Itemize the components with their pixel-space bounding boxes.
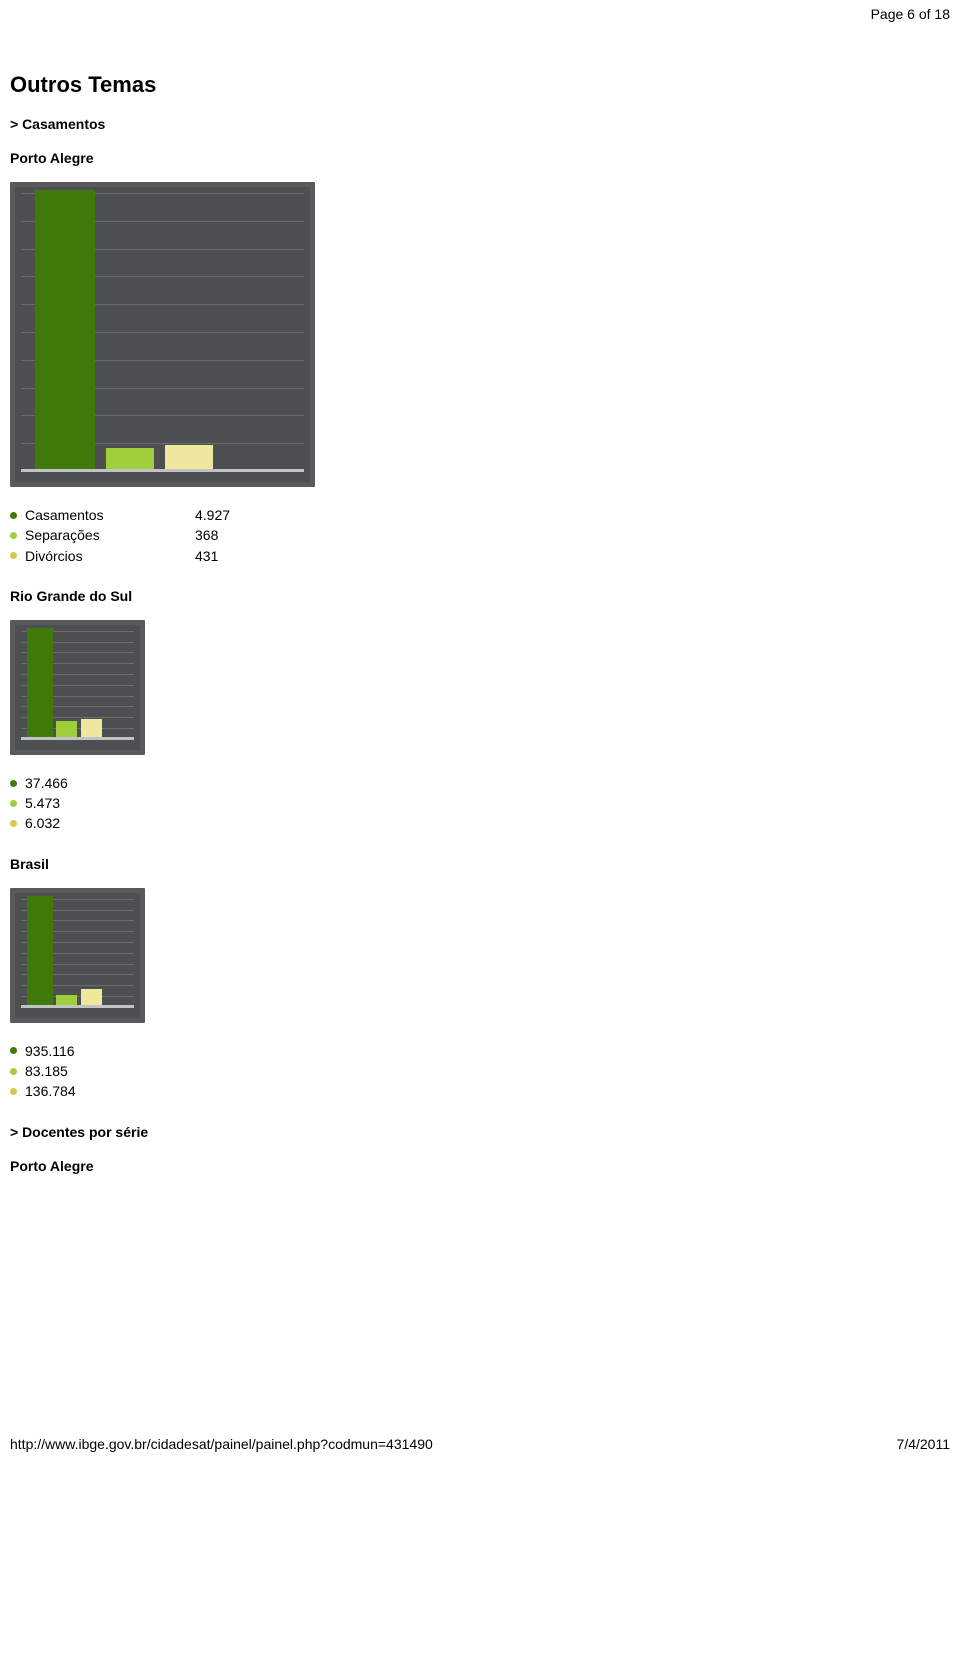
chart-bar <box>35 190 94 469</box>
legend-label: Casamentos <box>25 505 195 525</box>
chart-baseline <box>21 1005 134 1008</box>
legend-item: 37.466 <box>10 773 950 793</box>
chart-bar <box>165 445 213 469</box>
legend-item: 5.473 <box>10 793 950 813</box>
chart-bars <box>21 193 304 472</box>
legend-porto-alegre: Casamentos4.927Separações368Divórcios431 <box>10 505 950 566</box>
legend-bullet-icon <box>10 1068 17 1075</box>
legend-item: Divórcios431 <box>10 546 950 566</box>
chart-bar <box>27 896 53 1005</box>
chart-bar <box>81 989 102 1005</box>
legend-bullet-icon <box>10 512 17 519</box>
chart-baseline <box>21 469 304 472</box>
legend-bullet-icon <box>10 552 17 559</box>
page-indicator: Page 6 of 18 <box>0 0 960 22</box>
region-title-rio-grande: Rio Grande do Sul <box>10 588 950 604</box>
legend-label: Separações <box>25 525 195 545</box>
chart-bar <box>81 719 102 737</box>
page-content: Outros Temas > Casamentos Porto Alegre C… <box>0 22 960 1200</box>
chart-bar <box>106 448 154 469</box>
chart-rio-grande <box>10 620 145 755</box>
region-title-porto-alegre: Porto Alegre <box>10 150 950 166</box>
legend-value: 431 <box>195 546 218 566</box>
chart-bar <box>56 721 77 737</box>
legend-bullet-icon <box>10 780 17 787</box>
legend-item: 136.784 <box>10 1081 950 1101</box>
legend-label: Divórcios <box>25 546 195 566</box>
footer-date: 7/4/2011 <box>897 1436 950 1452</box>
chart-bars <box>21 899 134 1008</box>
legend-item: Separações368 <box>10 525 950 545</box>
chart-porto-alegre <box>10 182 315 487</box>
legend-bullet-icon <box>10 820 17 827</box>
legend-item: 935.116 <box>10 1041 950 1061</box>
legend-value: 37.466 <box>25 773 68 793</box>
region-title-porto-alegre-2: Porto Alegre <box>10 1158 950 1174</box>
subsection-docentes[interactable]: > Docentes por série <box>10 1124 950 1140</box>
legend-rio-grande: 37.4665.4736.032 <box>10 773 950 834</box>
chart-brasil <box>10 888 145 1023</box>
region-title-brasil: Brasil <box>10 856 950 872</box>
legend-bullet-icon <box>10 800 17 807</box>
legend-bullet-icon <box>10 1088 17 1095</box>
subsection-casamentos[interactable]: > Casamentos <box>10 116 950 132</box>
footer-url: http://www.ibge.gov.br/cidadesat/painel/… <box>10 1436 433 1452</box>
legend-item: 6.032 <box>10 813 950 833</box>
chart-baseline <box>21 737 134 740</box>
legend-value: 4.927 <box>195 505 230 525</box>
chart-bars <box>21 631 134 740</box>
legend-value: 935.116 <box>25 1041 75 1061</box>
chart-bar <box>56 995 77 1005</box>
legend-item: 83.185 <box>10 1061 950 1081</box>
legend-value: 5.473 <box>25 793 60 813</box>
chart-bar <box>27 628 53 737</box>
legend-value: 83.185 <box>25 1061 68 1081</box>
legend-item: Casamentos4.927 <box>10 505 950 525</box>
page-footer: http://www.ibge.gov.br/cidadesat/painel/… <box>0 1430 960 1460</box>
legend-value: 368 <box>195 525 218 545</box>
legend-bullet-icon <box>10 532 17 539</box>
legend-value: 6.032 <box>25 813 60 833</box>
legend-bullet-icon <box>10 1047 17 1054</box>
legend-value: 136.784 <box>25 1081 76 1101</box>
section-title: Outros Temas <box>10 72 950 98</box>
legend-brasil: 935.11683.185136.784 <box>10 1041 950 1102</box>
